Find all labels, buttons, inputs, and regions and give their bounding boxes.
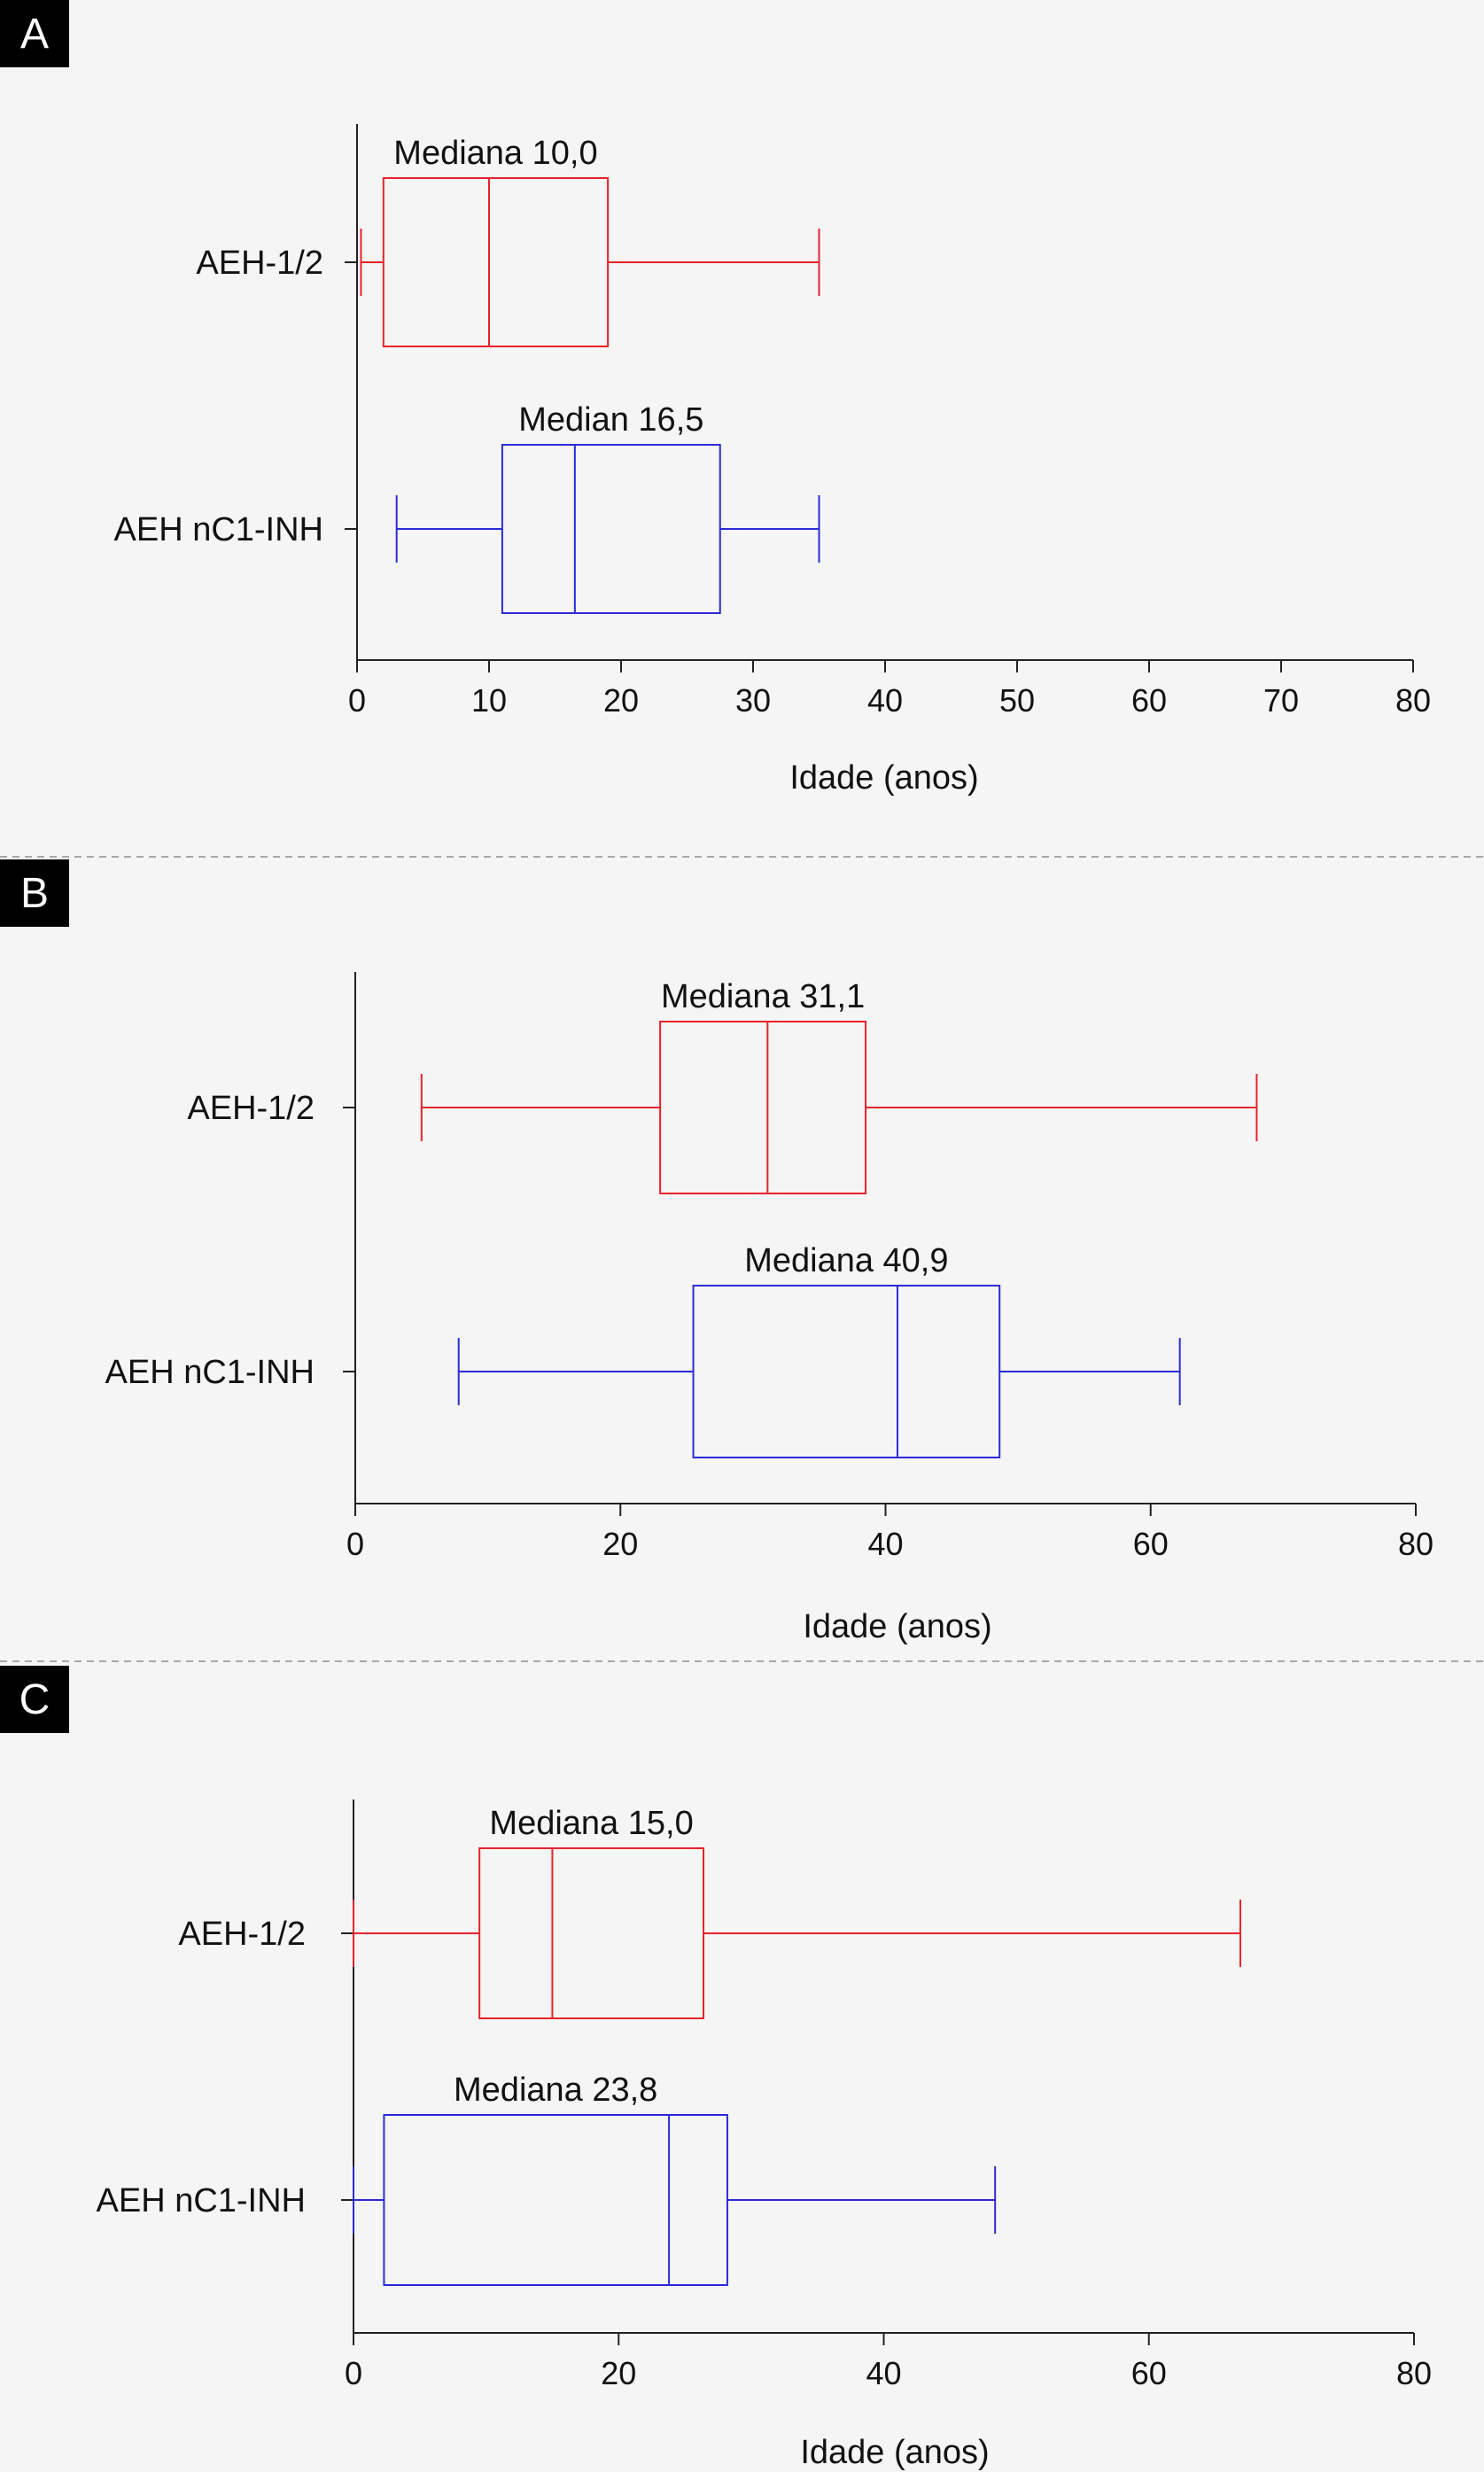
plot-c: 0 20 40 60 80 AEH-1/2 Mediana 15,0 AEH nC1-INH M… [97,1800,1432,2391]
category-label-b: AEH nC1-INH [105,1354,315,1391]
panel-a: A 0 10 20 30 40 50 60 70 80 AEH-1/2 Mediana 10,0 AE… [0,0,1431,797]
x-tick-label-a: 0 [348,682,366,719]
x-tick-label-a: 40 [867,682,903,719]
median-annotation-b: Mediana 31,1 [661,978,865,1015]
x-axis-label-b: Idade (anos) [803,1608,991,1645]
x-tick-label-a: 30 [735,682,771,719]
x-tick-label-c: 0 [345,2355,362,2391]
x-axis-label-c: Idade (anos) [800,2434,989,2471]
panel-label-c: C [0,1666,69,1733]
box-a [501,444,721,614]
category-label-c: AEH nC1-INH [97,2182,307,2219]
median-annotation-a: Mediana 10,0 [393,135,597,172]
x-tick-label-b: 0 [346,1526,364,1562]
panel-label-a-box [0,0,69,67]
median-annotation-a: Median 16,5 [518,401,703,439]
category-label-a: AEH-1/2 [196,245,323,282]
panel-label-c-text: C [19,1676,51,1723]
plot-a: 0 10 20 30 40 50 60 70 80 AEH-1/2 Mediana 10,0 AEH … [114,124,1431,719]
box-b [692,1285,1001,1458]
x-tick-label-c: 40 [866,2355,901,2391]
panel-label-c-box [0,1666,69,1733]
x-tick-label-a: 20 [603,682,639,719]
median-annotation-b: Mediana 40,9 [744,1242,948,1279]
x-tick-label-a: 60 [1131,682,1167,719]
x-axis-label-a: Idade (anos) [789,759,978,797]
median-annotation-c: Mediana 15,0 [489,1805,693,1842]
x-tick-label-a: 70 [1263,682,1299,719]
x-tick-label-b: 60 [1133,1526,1169,1562]
plot-b: 0 20 40 60 80 AEH-1/2 Mediana 31,1 AEH nC1-INH M… [105,972,1433,1562]
x-tick-label-a: 80 [1395,682,1431,719]
category-label-b: AEH-1/2 [187,1090,315,1127]
panel-label-a: A [0,0,69,67]
panel-c: C 0 20 40 60 80 AEH-1/2 Mediana 15,0 AEH nC1-IN… [0,1666,1432,2471]
category-label-c: AEH-1/2 [178,1916,306,1953]
x-tick-label-a: 10 [471,682,507,719]
x-tick-label-b: 80 [1398,1526,1433,1562]
median-annotation-c: Mediana 23,8 [454,2072,657,2109]
x-tick-label-b: 20 [602,1526,638,1562]
panel-b: B 0 20 40 60 80 AEH-1/2 Mediana 31,1 AEH nC1-IN… [0,859,1433,1645]
category-label-a: AEH nC1-INH [114,511,324,548]
box-b [659,1021,867,1194]
box-c [383,2114,728,2286]
x-tick-label-b: 40 [867,1526,903,1562]
panel-label-b-text: B [20,870,49,917]
x-tick-label-c: 20 [601,2355,636,2391]
x-tick-label-c: 80 [1396,2355,1432,2391]
panel-label-b: B [0,859,69,927]
panel-label-b-box [0,859,69,927]
box-a [382,177,610,347]
x-tick-label-a: 50 [999,682,1035,719]
panel-label-a-text: A [20,11,49,58]
x-tick-label-c: 60 [1131,2355,1167,2391]
box-c [478,1847,705,2019]
